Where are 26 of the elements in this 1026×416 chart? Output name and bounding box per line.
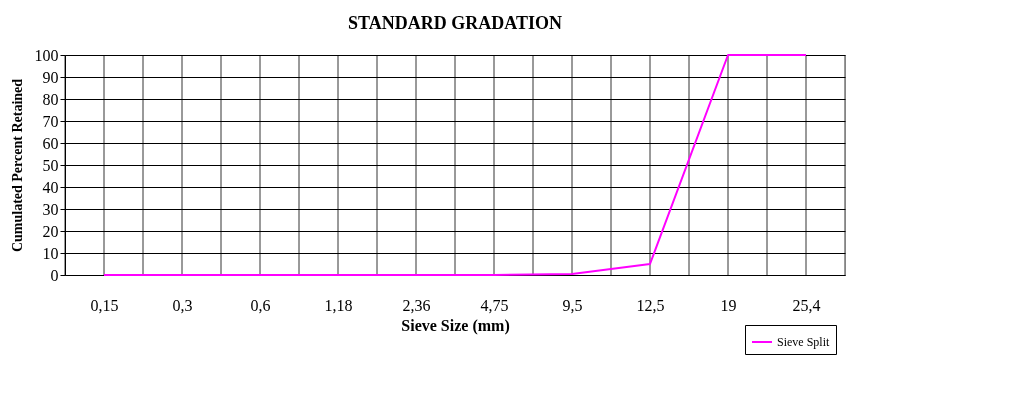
x-tick-label: 1,18 bbox=[324, 296, 353, 314]
x-tick-label: 25,4 bbox=[792, 296, 821, 314]
x-tick-label: 2,36 bbox=[402, 296, 431, 314]
y-tick-label: 20 bbox=[42, 222, 59, 240]
y-tick-label: 0 bbox=[50, 266, 59, 284]
x-tick-label: 4,75 bbox=[480, 296, 509, 314]
x-tick-label: 19 bbox=[720, 296, 737, 314]
y-axis-title: Cumulated Percent Retained bbox=[9, 78, 25, 253]
x-tick-label: 0,15 bbox=[90, 296, 119, 314]
y-tick-label: 10 bbox=[42, 244, 59, 262]
y-tick-label: 40 bbox=[42, 178, 59, 196]
line-series bbox=[103, 54, 807, 276]
y-tick-label: 50 bbox=[42, 156, 59, 174]
legend-label: Sieve Split bbox=[777, 335, 830, 349]
y-tick-label: 100 bbox=[34, 46, 59, 64]
y-tick-label: 30 bbox=[42, 200, 59, 218]
y-tick-label: 80 bbox=[42, 90, 59, 108]
y-tick-label: 70 bbox=[42, 112, 59, 130]
x-tick-label: 0,3 bbox=[172, 296, 193, 314]
y-tick-label: 90 bbox=[42, 68, 59, 86]
x-tick-label: 9,5 bbox=[562, 296, 583, 314]
y-tick-label: 60 bbox=[42, 134, 59, 152]
x-tick-label: 12,5 bbox=[636, 296, 665, 314]
x-tick-label: 0,6 bbox=[250, 296, 271, 314]
x-axis-title: Sieve Size (mm) bbox=[401, 316, 510, 335]
chart-title: STANDARD GRADATION bbox=[348, 13, 562, 33]
